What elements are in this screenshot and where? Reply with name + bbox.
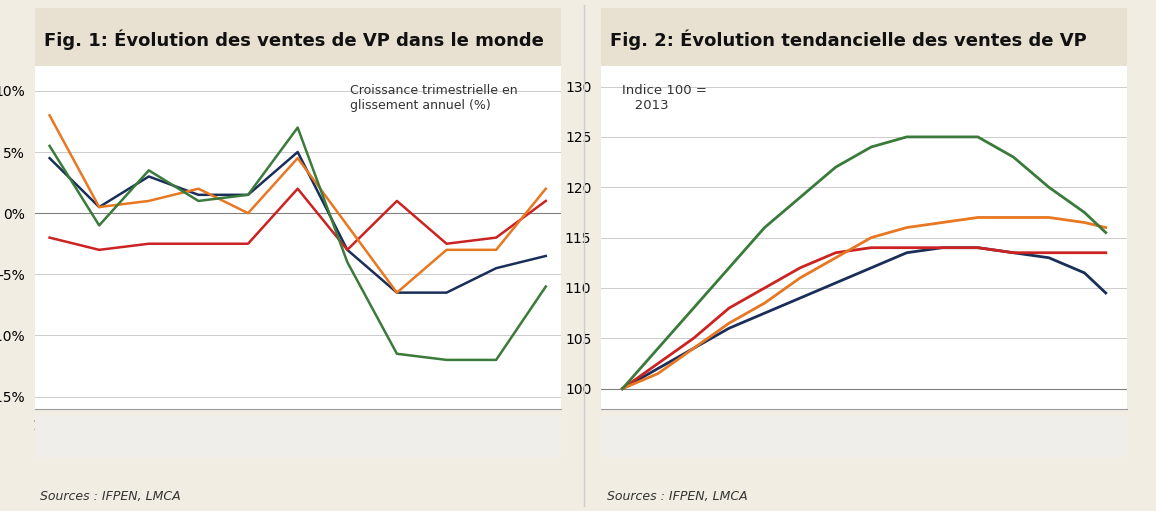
Text: Fig. 1: Évolution des ventes de VP dans le monde: Fig. 1: Évolution des ventes de VP dans … (44, 30, 543, 50)
Legend: Monde, US, EU, Chine: Monde, US, EU, Chine (42, 419, 397, 447)
Text: Indice 100 =
   2013: Indice 100 = 2013 (622, 83, 707, 111)
Text: Croissance trimestrielle en
glissement annuel (%): Croissance trimestrielle en glissement a… (350, 83, 518, 111)
Legend: Monde, Amerique Nord, Europe, Asie: Monde, Amerique Nord, Europe, Asie (608, 419, 1068, 447)
Text: Sources : IFPEN, LMCA: Sources : IFPEN, LMCA (40, 491, 181, 503)
Text: Fig. 2: Évolution tendancielle des ventes de VP: Fig. 2: Évolution tendancielle des vente… (610, 30, 1087, 50)
Text: Sources : IFPEN, LMCA: Sources : IFPEN, LMCA (607, 491, 748, 503)
